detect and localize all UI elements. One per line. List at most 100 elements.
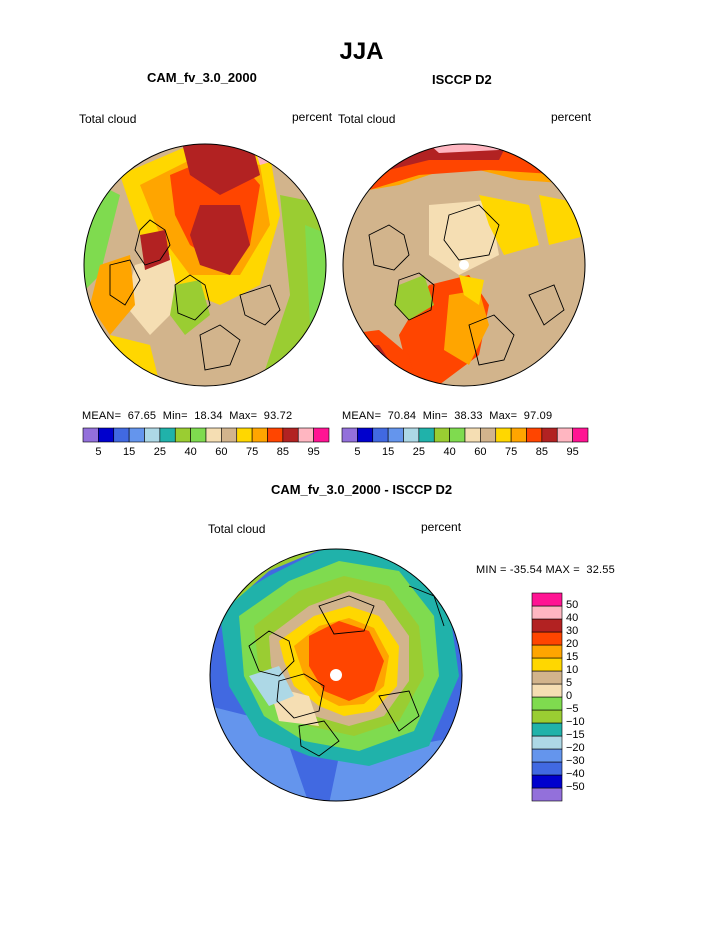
- colorbar-tick-label: 15: [566, 651, 579, 663]
- diff-colorbar: [531, 592, 563, 802]
- colorbar-swatch: [403, 427, 420, 443]
- colorbar-swatch: [510, 427, 527, 443]
- colorbar-swatch: [236, 427, 253, 443]
- panel2-title: ISCCP D2: [432, 72, 492, 87]
- panel2-colorbar: [341, 427, 589, 443]
- colorbar-swatch: [159, 427, 176, 443]
- colorbar-swatch: [174, 427, 191, 443]
- panel1-colorbar-ticks: 5 15 25 40 60 75 85 95: [83, 446, 329, 460]
- colorbar-swatch: [531, 644, 563, 659]
- colorbar-swatch: [387, 427, 404, 443]
- colorbar-tick-label: 15: [123, 446, 136, 458]
- colorbar-swatch: [449, 427, 466, 443]
- diff-stats: MIN = -35.54 MAX = 32.55: [476, 564, 615, 576]
- colorbar-swatch: [531, 722, 563, 737]
- colorbar-tick-label: 5: [354, 446, 361, 458]
- colorbar-tick-label: 40: [184, 446, 197, 458]
- colorbar-tick-label: 30: [566, 625, 579, 637]
- colorbar-swatch: [531, 670, 563, 685]
- colorbar-swatch: [205, 427, 222, 443]
- colorbar-tick-label: 10: [566, 664, 579, 676]
- colorbar-swatch: [531, 748, 563, 763]
- panel2-unit-label: percent: [551, 110, 592, 124]
- colorbar-tick-label: 50: [566, 599, 579, 611]
- colorbar-swatch: [572, 427, 589, 443]
- colorbar-tick-label: 60: [474, 446, 487, 458]
- colorbar-swatch: [251, 427, 268, 443]
- colorbar-swatch: [531, 696, 563, 711]
- diff-title: CAM_fv_3.0_2000 - ISCCP D2: [270, 482, 453, 497]
- panel2-colorbar-ticks: 5 15 25 40 60 75 85 95: [342, 446, 588, 460]
- colorbar-swatch: [531, 631, 563, 646]
- colorbar-swatch: [433, 427, 450, 443]
- colorbar-swatch: [113, 427, 130, 443]
- colorbar-swatch: [480, 427, 497, 443]
- colorbar-swatch: [221, 427, 238, 443]
- colorbar-tick-label: 60: [215, 446, 228, 458]
- colorbar-tick-label: 85: [535, 446, 548, 458]
- colorbar-swatch: [531, 774, 563, 789]
- colorbar-tick-label: 95: [307, 446, 320, 458]
- panel2-var-label: Total cloud: [338, 112, 396, 126]
- colorbar-swatch: [372, 427, 389, 443]
- panel2-stats: MEAN= 70.84 Min= 38.33 Max= 97.09: [342, 410, 553, 422]
- panel1-stats: MEAN= 67.65 Min= 18.34 Max= 93.72: [82, 410, 293, 422]
- colorbar-swatch: [98, 427, 115, 443]
- colorbar-swatch: [495, 427, 512, 443]
- colorbar-tick-label: 5: [566, 677, 573, 689]
- colorbar-tick-label: −30: [566, 755, 585, 767]
- colorbar-swatch: [531, 735, 563, 750]
- colorbar-swatch: [531, 683, 563, 698]
- colorbar-tick-label: −15: [566, 729, 585, 741]
- diff-var-label: Total cloud: [208, 522, 266, 536]
- colorbar-swatch: [531, 657, 563, 672]
- colorbar-swatch: [357, 427, 374, 443]
- colorbar-tick-label: 40: [443, 446, 456, 458]
- colorbar-tick-label: −50: [566, 781, 585, 793]
- colorbar-swatch: [531, 592, 563, 607]
- colorbar-swatch: [556, 427, 573, 443]
- colorbar-swatch: [190, 427, 207, 443]
- colorbar-tick-label: 25: [153, 446, 166, 458]
- colorbar-swatch: [128, 427, 145, 443]
- colorbar-tick-label: 25: [412, 446, 425, 458]
- diff-colorbar-ticks: −50 −40 −30 −20 −15 −10 −5 0 5 10 15 20 30 40 50: [566, 593, 606, 801]
- diff-unit-label: percent: [421, 520, 462, 534]
- figure-title: JJA: [339, 38, 384, 65]
- colorbar-swatch: [531, 605, 563, 620]
- panel1-colorbar: [82, 427, 330, 443]
- colorbar-swatch: [526, 427, 543, 443]
- colorbar-tick-label: −10: [566, 716, 585, 728]
- colorbar-tick-label: 85: [276, 446, 289, 458]
- colorbar-swatch: [531, 709, 563, 724]
- colorbar-swatch: [297, 427, 314, 443]
- colorbar-swatch: [531, 618, 563, 633]
- colorbar-tick-label: 0: [566, 690, 573, 702]
- colorbar-tick-label: 40: [566, 612, 579, 624]
- colorbar-swatch: [464, 427, 481, 443]
- colorbar-tick-label: 5: [95, 446, 102, 458]
- panel2-map: [342, 143, 586, 387]
- colorbar-tick-label: −40: [566, 768, 585, 780]
- colorbar-swatch: [267, 427, 284, 443]
- colorbar-swatch: [313, 427, 330, 443]
- colorbar-swatch: [418, 427, 435, 443]
- colorbar-swatch: [531, 761, 563, 776]
- panel1-var-label: Total cloud: [79, 112, 137, 126]
- colorbar-tick-label: 20: [566, 638, 579, 650]
- colorbar-swatch: [341, 427, 358, 443]
- colorbar-tick-label: 75: [505, 446, 518, 458]
- panel1-map: [83, 143, 327, 387]
- colorbar-swatch: [531, 787, 563, 802]
- colorbar-swatch: [541, 427, 558, 443]
- colorbar-swatch: [82, 427, 99, 443]
- colorbar-swatch: [282, 427, 299, 443]
- colorbar-tick-label: 15: [382, 446, 395, 458]
- diff-map: [209, 548, 463, 802]
- colorbar-swatch: [144, 427, 161, 443]
- colorbar-tick-label: 75: [246, 446, 259, 458]
- panel1-unit-label: percent: [292, 110, 333, 124]
- colorbar-tick-label: −20: [566, 742, 585, 754]
- colorbar-tick-label: −5: [566, 703, 579, 715]
- colorbar-tick-label: 95: [566, 446, 579, 458]
